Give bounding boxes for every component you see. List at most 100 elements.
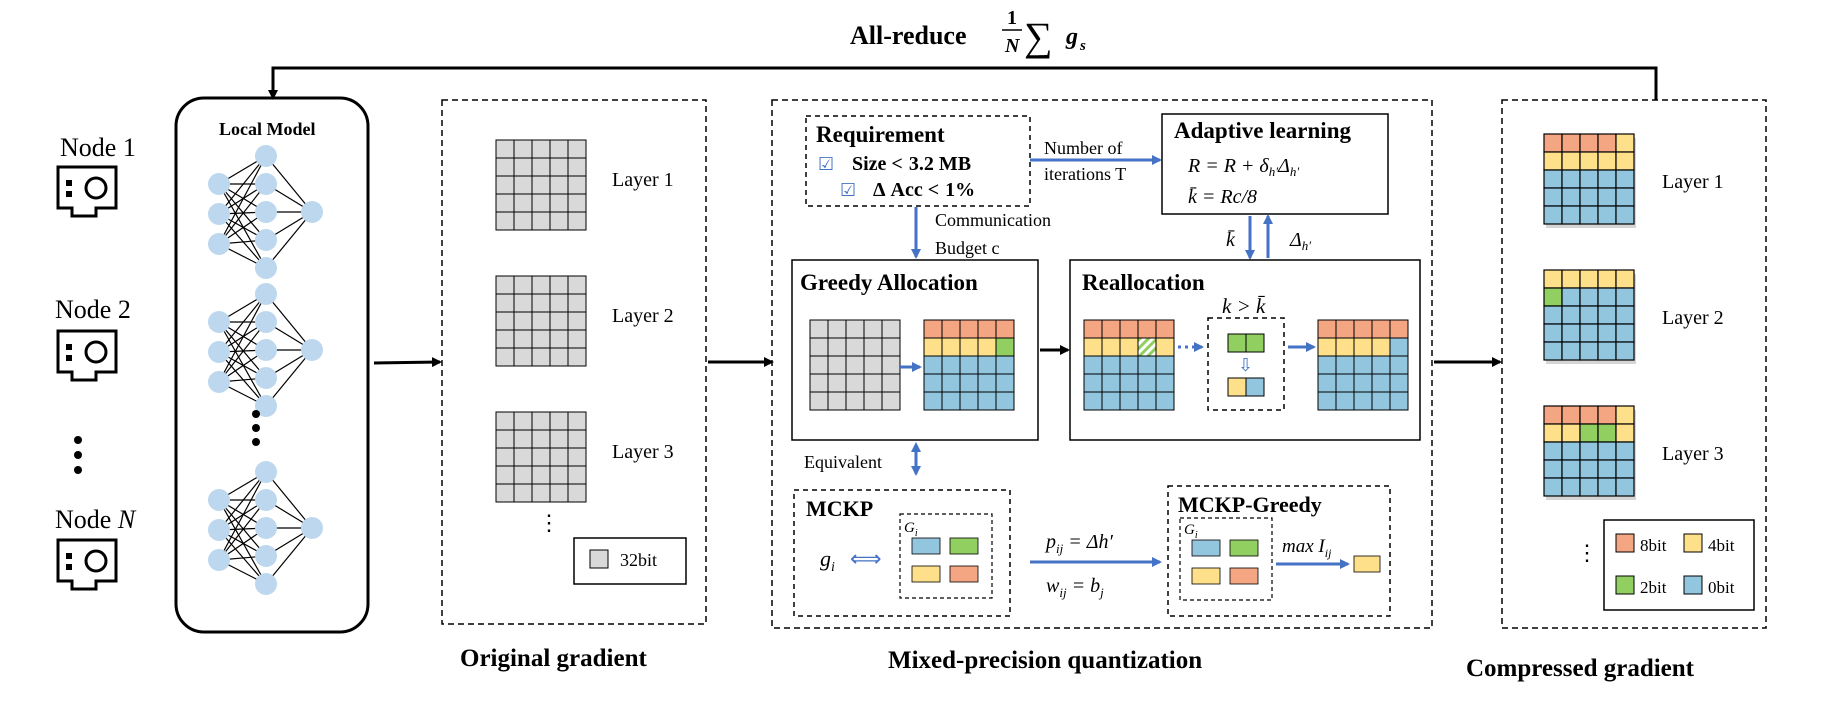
- grid-cell: [531, 175, 551, 195]
- grid-cell: [1597, 151, 1617, 171]
- allreduce-feedback-arrow: [268, 66, 1658, 100]
- grid-cell: [549, 193, 569, 213]
- grid-cell: [567, 411, 587, 431]
- grid-cell: [1389, 373, 1409, 393]
- grid-cell: [1083, 337, 1103, 357]
- network-card-icon: [56, 165, 118, 218]
- grid-cell: [1317, 355, 1337, 375]
- neuron: [208, 233, 230, 255]
- grid-cell: [567, 465, 587, 485]
- grid-cell: [1101, 373, 1121, 393]
- neuron: [255, 201, 277, 223]
- grid-cell: [1137, 373, 1157, 393]
- grid-cell: [941, 373, 961, 393]
- connection: [218, 183, 267, 269]
- neuron: [208, 519, 230, 541]
- grid-cell: [495, 275, 515, 295]
- network-card-icon: [56, 329, 118, 382]
- grid-cell: [827, 337, 847, 357]
- grid-cell: [977, 319, 997, 339]
- grid-cell: [549, 139, 569, 159]
- comp-ellipsis: ⋮: [1576, 540, 1598, 565]
- realloc-input-grid: [1083, 319, 1175, 411]
- iterations-label-1: Number of: [1044, 138, 1122, 158]
- grid-cell: [531, 275, 551, 295]
- mckp-greedy-title: MCKP-Greedy: [1178, 492, 1322, 517]
- grid-cell: [827, 391, 847, 411]
- w-equation: wij = bj: [1046, 575, 1104, 600]
- grid-cell: [881, 319, 901, 339]
- svg-text:Node 1: Node 1: [60, 133, 136, 162]
- grid-cell: [977, 337, 997, 357]
- grid-cell: [1543, 151, 1563, 171]
- grid-cell: [531, 483, 551, 503]
- orig-layer-1-label: Layer 1: [612, 169, 674, 191]
- compressed-layer-grid-2: [1543, 269, 1635, 361]
- grid-cell: [531, 139, 551, 159]
- grid-cell: [531, 447, 551, 467]
- realloc-output-grid: [1317, 319, 1409, 411]
- grid-cell: [531, 347, 551, 367]
- grid-cell: [1561, 477, 1581, 497]
- grid-cell: [995, 391, 1015, 411]
- neuron: [208, 311, 230, 333]
- grid-cell: [827, 373, 847, 393]
- allreduce-label: All-reduce 1 N ∑ g s: [850, 7, 1086, 59]
- grid-cell: [863, 337, 883, 357]
- requirement-size: ☑ Size <3.2 MB: [818, 153, 971, 175]
- grid-cell: [549, 465, 569, 485]
- connection: [218, 213, 267, 269]
- grid-cell: [827, 319, 847, 339]
- grid-cell: [977, 391, 997, 411]
- legend-0bit: 0bit: [1683, 575, 1735, 597]
- grid-cell: [1597, 187, 1617, 207]
- grid-cell: [549, 211, 569, 231]
- local-model-box: [174, 96, 370, 634]
- grid-cell: [513, 293, 533, 313]
- grid-cell: [1389, 391, 1409, 411]
- greedy-title: Greedy Allocation: [800, 270, 978, 295]
- grid-cell: [1543, 305, 1563, 325]
- neuron: [208, 549, 230, 571]
- connection: [218, 471, 267, 561]
- grid-cell: [531, 211, 551, 231]
- original-layer-grid-2: [495, 275, 587, 367]
- grid-cell: [1561, 323, 1581, 343]
- mckp-greedy-G-label: Gi: [1184, 522, 1198, 541]
- grid-cell: [1615, 423, 1635, 443]
- grid-cell: [923, 391, 943, 411]
- neuron: [255, 395, 277, 417]
- orig-ellipsis: ⋮: [538, 510, 560, 535]
- grid-cell: [1101, 355, 1121, 375]
- grid-cell: [567, 483, 587, 503]
- mckp-greedy-group-box: [1179, 517, 1273, 601]
- grid-cell: [1543, 477, 1563, 497]
- grid-cell: [567, 139, 587, 159]
- grid-cell: [513, 483, 533, 503]
- neuron: [301, 339, 323, 361]
- grid-cell: [1579, 133, 1599, 153]
- connection: [218, 529, 267, 585]
- grid-cell: [1597, 287, 1617, 307]
- grid-cell: [1317, 319, 1337, 339]
- grid-cell: [1155, 373, 1175, 393]
- grid-cell: [1335, 373, 1355, 393]
- grid-cell: [1561, 169, 1581, 189]
- grid-cell: [549, 275, 569, 295]
- neural-networks: [208, 145, 323, 595]
- grid-cell: [1615, 187, 1635, 207]
- grid-cell: [1561, 187, 1581, 207]
- grid-cell: [1615, 341, 1635, 361]
- grid-cell: [1561, 287, 1581, 307]
- neuron: [255, 283, 277, 305]
- original-layer-grid-3: [495, 411, 587, 503]
- grid-cell: [845, 355, 865, 375]
- grid-cell: [1597, 441, 1617, 461]
- grid-cell: [513, 347, 533, 367]
- svg-text:8bit: 8bit: [1640, 536, 1667, 555]
- requirement-box: [805, 115, 1031, 207]
- legend-2bit: 2bit: [1615, 575, 1667, 597]
- grid-cell: [513, 465, 533, 485]
- adaptive-eq1: R = R + δh′Δh′: [1187, 155, 1299, 179]
